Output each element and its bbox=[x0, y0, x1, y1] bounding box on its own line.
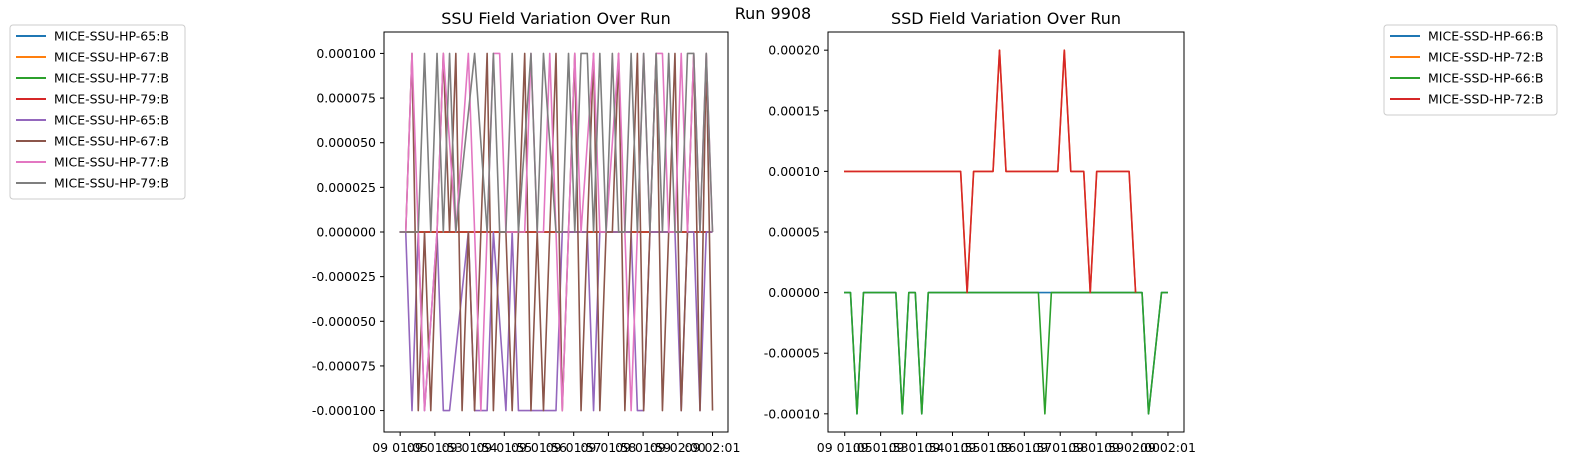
x-tick-label: 09 01:54 bbox=[889, 440, 945, 455]
legend: MICE-SSU-HP-65:B MICE-SSU-HP-67:B MICE-SSU… bbox=[9, 24, 186, 200]
y-tick-label: 0.000050 bbox=[316, 135, 376, 150]
legend-entry: MICE-SSU-HP-65:B bbox=[54, 29, 169, 44]
y-tick-label: 0.000075 bbox=[316, 91, 376, 106]
legend-entry: MICE-SSU-HP-65:B bbox=[54, 113, 169, 128]
x-tick-label: 09 01:53 bbox=[407, 440, 463, 455]
x-tick-label: 09 01:58 bbox=[1032, 440, 1088, 455]
y-tick-label: 0.00015 bbox=[768, 103, 820, 118]
legend-entry: MICE-SSU-HP-77:B bbox=[54, 71, 169, 86]
y-tick-label: -0.000100 bbox=[312, 403, 376, 418]
y-tick-label: -0.00010 bbox=[764, 406, 820, 421]
x-tick-label: 09 01:57 bbox=[996, 440, 1052, 455]
y-tick-label: 0.00010 bbox=[768, 164, 820, 179]
charts-container: SSU Field Variation Over Run -0.000100 -0.… bbox=[9, 9, 1558, 455]
chart-title: SSU Field Variation Over Run bbox=[441, 9, 670, 28]
legend-box bbox=[9, 24, 186, 200]
legend-entry: MICE-SSU-HP-67:B bbox=[54, 134, 169, 149]
series-line-3 bbox=[844, 291, 1168, 415]
y-tick-label: -0.000050 bbox=[312, 314, 376, 329]
x-tick-label: 09 02:01 bbox=[685, 440, 741, 455]
legend-entry: MICE-SSD-HP-72:B bbox=[1428, 50, 1543, 65]
series-line-1 bbox=[844, 291, 1168, 415]
x-tick-label: 09 01:54 bbox=[442, 440, 498, 455]
legend: MICE-SSD-HP-66:B MICE-SSD-HP-72:B MICE-SSD… bbox=[1383, 24, 1558, 116]
x-tick-label: 09 02:01 bbox=[1140, 440, 1196, 455]
chart-2: SSD Field Variation Over Run -0.00010 -0.0… bbox=[764, 9, 1558, 455]
y-tick-label: 0.000100 bbox=[316, 46, 376, 61]
x-tick-label: 09 01:57 bbox=[546, 440, 602, 455]
legend-entry: MICE-SSU-HP-79:B bbox=[54, 176, 169, 191]
y-tick-label: 0.00005 bbox=[768, 225, 820, 240]
y-tick-label: 0.000025 bbox=[316, 180, 376, 195]
x-tick-label: 09 01:56 bbox=[960, 440, 1016, 455]
x-tick-label: 09 01:05 bbox=[372, 440, 428, 455]
legend-box bbox=[1383, 24, 1558, 116]
series-group bbox=[399, 52, 714, 412]
y-tick-label: 0.00000 bbox=[768, 285, 820, 300]
legend-entry: MICE-SSU-HP-77:B bbox=[54, 155, 169, 170]
y-tick-label: -0.00005 bbox=[764, 346, 820, 361]
x-tick-label: 09 01:55 bbox=[925, 440, 981, 455]
x-tick-label: 09 02:00 bbox=[650, 440, 706, 455]
legend-entry: MICE-SSD-HP-66:B bbox=[1428, 71, 1543, 86]
figure-suptitle: Run 9908 bbox=[735, 4, 811, 23]
plot-frame bbox=[827, 31, 1185, 433]
x-tick-label: 09 02:00 bbox=[1104, 440, 1160, 455]
x-tick-label: 09 01:59 bbox=[1068, 440, 1124, 455]
x-tick-label: 09 01:56 bbox=[511, 440, 567, 455]
y-tick-label: 0.00020 bbox=[768, 43, 820, 58]
legend-entry: MICE-SSD-HP-72:B bbox=[1428, 92, 1543, 107]
x-tick-label: 09 01:05 bbox=[817, 440, 873, 455]
x-tick-label: 09 01:55 bbox=[476, 440, 532, 455]
chart-title: SSD Field Variation Over Run bbox=[891, 9, 1121, 28]
series-line-8 bbox=[399, 52, 714, 233]
y-tick-label: -0.000025 bbox=[312, 269, 376, 284]
legend-entry: MICE-SSD-HP-66:B bbox=[1428, 29, 1543, 44]
y-tick-label: -0.000075 bbox=[312, 358, 376, 373]
chart-1: SSU Field Variation Over Run -0.000100 -0.… bbox=[9, 9, 741, 455]
series-group bbox=[844, 49, 1168, 415]
x-tick-label: 09 01:59 bbox=[615, 440, 671, 455]
series-line-4 bbox=[844, 49, 1137, 294]
legend-entry: MICE-SSU-HP-67:B bbox=[54, 50, 169, 65]
x-tick-label: 09 01:53 bbox=[853, 440, 909, 455]
x-tick-label: 09 01:58 bbox=[580, 440, 636, 455]
y-tick-label: 0.000000 bbox=[316, 225, 376, 240]
legend-entry: MICE-SSU-HP-79:B bbox=[54, 92, 169, 107]
